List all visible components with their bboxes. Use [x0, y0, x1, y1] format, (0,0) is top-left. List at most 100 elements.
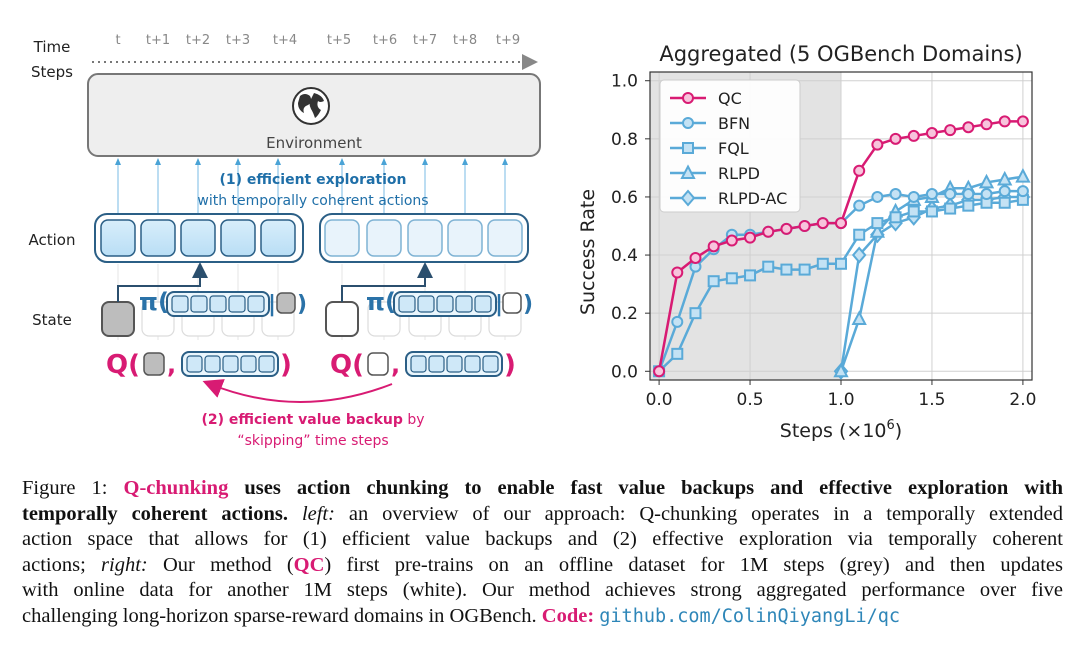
policy-arrow-1	[117, 262, 208, 302]
policy-1-cell-0	[171, 295, 189, 313]
point-fql-8	[798, 263, 811, 276]
time-tick-5: t+5	[327, 33, 351, 48]
point-fql-17	[962, 199, 975, 212]
point-fql-10	[835, 257, 847, 270]
point-fql-1	[671, 347, 684, 360]
point-qc-20	[1016, 115, 1029, 128]
legend: QC BFN FQL RLPD RLPD-AC	[659, 79, 801, 213]
up-arrowhead-2	[195, 158, 201, 165]
point-bfn-14	[907, 190, 920, 203]
point-qc-10	[835, 217, 847, 230]
state-cell-5	[325, 301, 359, 337]
policy-arrow-2	[341, 262, 433, 302]
point-rlpd-9	[997, 170, 1013, 186]
y-axis-label: Success Rate	[577, 189, 599, 315]
x-axis-label: Steps (×106)	[780, 418, 902, 442]
point-rlpd-1	[851, 310, 867, 325]
up-arrowhead-0	[115, 158, 121, 165]
time-tick-2: t+2	[186, 33, 210, 48]
action-cell-0	[100, 219, 136, 257]
policy-2-cell-0	[398, 295, 416, 313]
y-tick-0: 0.0	[611, 362, 638, 382]
point-fql-14	[907, 205, 920, 218]
q-close-1: )	[280, 350, 292, 380]
figure-caption: Figure 1: Q-chunking uses action chunkin…	[22, 476, 1063, 629]
point-qc-16	[944, 124, 957, 137]
time-tick-0: t	[115, 33, 120, 48]
q-1-cell-0	[186, 355, 203, 373]
q-2-cell-0	[410, 355, 427, 373]
point-fql-13	[889, 211, 902, 224]
legend-label-qc: QC	[718, 89, 742, 108]
point-fql-15	[925, 205, 938, 218]
point-fql-12	[871, 217, 884, 230]
q-symbol-1: Q(	[106, 350, 140, 380]
q-2-cell-1	[428, 355, 445, 373]
point-qc-6	[762, 225, 775, 238]
q-close-2: )	[504, 350, 516, 380]
up-arrowhead-8	[462, 158, 468, 165]
point-fql-2	[689, 307, 702, 320]
up-arrowhead-1	[155, 158, 161, 165]
time-tick-7: t+7	[413, 33, 437, 48]
point-qc-13	[889, 132, 902, 145]
value-backup-arrow	[202, 379, 393, 403]
point-bfn-20	[1016, 185, 1029, 198]
action-cell-5	[324, 219, 360, 257]
code-label: Code:	[541, 604, 595, 627]
caption-line-1: Figure 1: Q-chunking uses action chunkin…	[22, 477, 1063, 499]
point-bfn-15	[925, 188, 938, 201]
qc-label: QC	[293, 553, 325, 576]
time-tick-6: t+6	[373, 33, 397, 48]
point-qc-7	[780, 222, 793, 235]
point-bfn-18	[980, 188, 993, 201]
y-tick-3: 0.6	[611, 188, 638, 208]
x-tick-1: 0.5	[737, 390, 764, 410]
up-arrowhead-3	[235, 158, 241, 165]
point-qc-14	[907, 129, 920, 142]
y-tick-2: 0.4	[611, 246, 638, 266]
point-fql-6	[762, 260, 775, 273]
action-cell-8	[447, 219, 483, 257]
series-qc	[653, 115, 1029, 378]
legend-label-fql: FQL	[718, 139, 749, 158]
policy-2-cell-3	[455, 295, 473, 313]
code-link[interactable]: github.com/ColinQiyangLi/qc	[599, 605, 901, 627]
legend-marker-rlpd	[680, 164, 696, 179]
state-cell-1	[141, 301, 175, 337]
action-cell-6	[366, 219, 402, 257]
point-fql-9	[816, 257, 829, 270]
point-bfn-17	[962, 188, 975, 201]
q-comma-2: ,	[391, 351, 400, 379]
point-bfn-13	[889, 188, 902, 201]
point-qc-17	[962, 121, 975, 134]
x-tick-0: 0.0	[646, 390, 673, 410]
point-fql-3	[707, 275, 720, 288]
y-tick-4: 0.8	[611, 130, 638, 150]
action-cell-3	[220, 219, 256, 257]
legend-marker-rlpd-ac	[680, 189, 696, 207]
q-2-cell-4	[482, 355, 499, 373]
up-arrowhead-6	[381, 158, 387, 165]
policy-state-2	[502, 292, 522, 314]
policy-close-1: )	[297, 292, 307, 317]
legend-label-rlpd-ac: RLPD-AC	[718, 189, 787, 208]
y-tick-5: 1.0	[611, 72, 638, 92]
point-bfn-12	[871, 190, 884, 203]
point-fql-19	[998, 196, 1011, 209]
y-tick-1: 0.2	[611, 304, 638, 324]
x-tick-2: 1.0	[827, 390, 854, 410]
point-bfn-19	[998, 185, 1011, 198]
series-fql	[653, 193, 1029, 378]
caption-line-4: actions; right: Our method (QC) first pr…	[22, 553, 1063, 576]
point-rlpd-8	[978, 173, 995, 189]
globe-icon	[292, 87, 330, 125]
up-arrowhead-9	[502, 158, 508, 165]
q-comma-1: ,	[167, 351, 176, 379]
action-label: Action	[29, 231, 76, 249]
backup-label-line2: “skipping” time steps	[237, 433, 388, 449]
action-cell-9	[487, 219, 523, 257]
q-1-cell-1	[204, 355, 221, 373]
q-1-cell-2	[222, 355, 239, 373]
policy-symbol-2: π(	[366, 288, 396, 316]
